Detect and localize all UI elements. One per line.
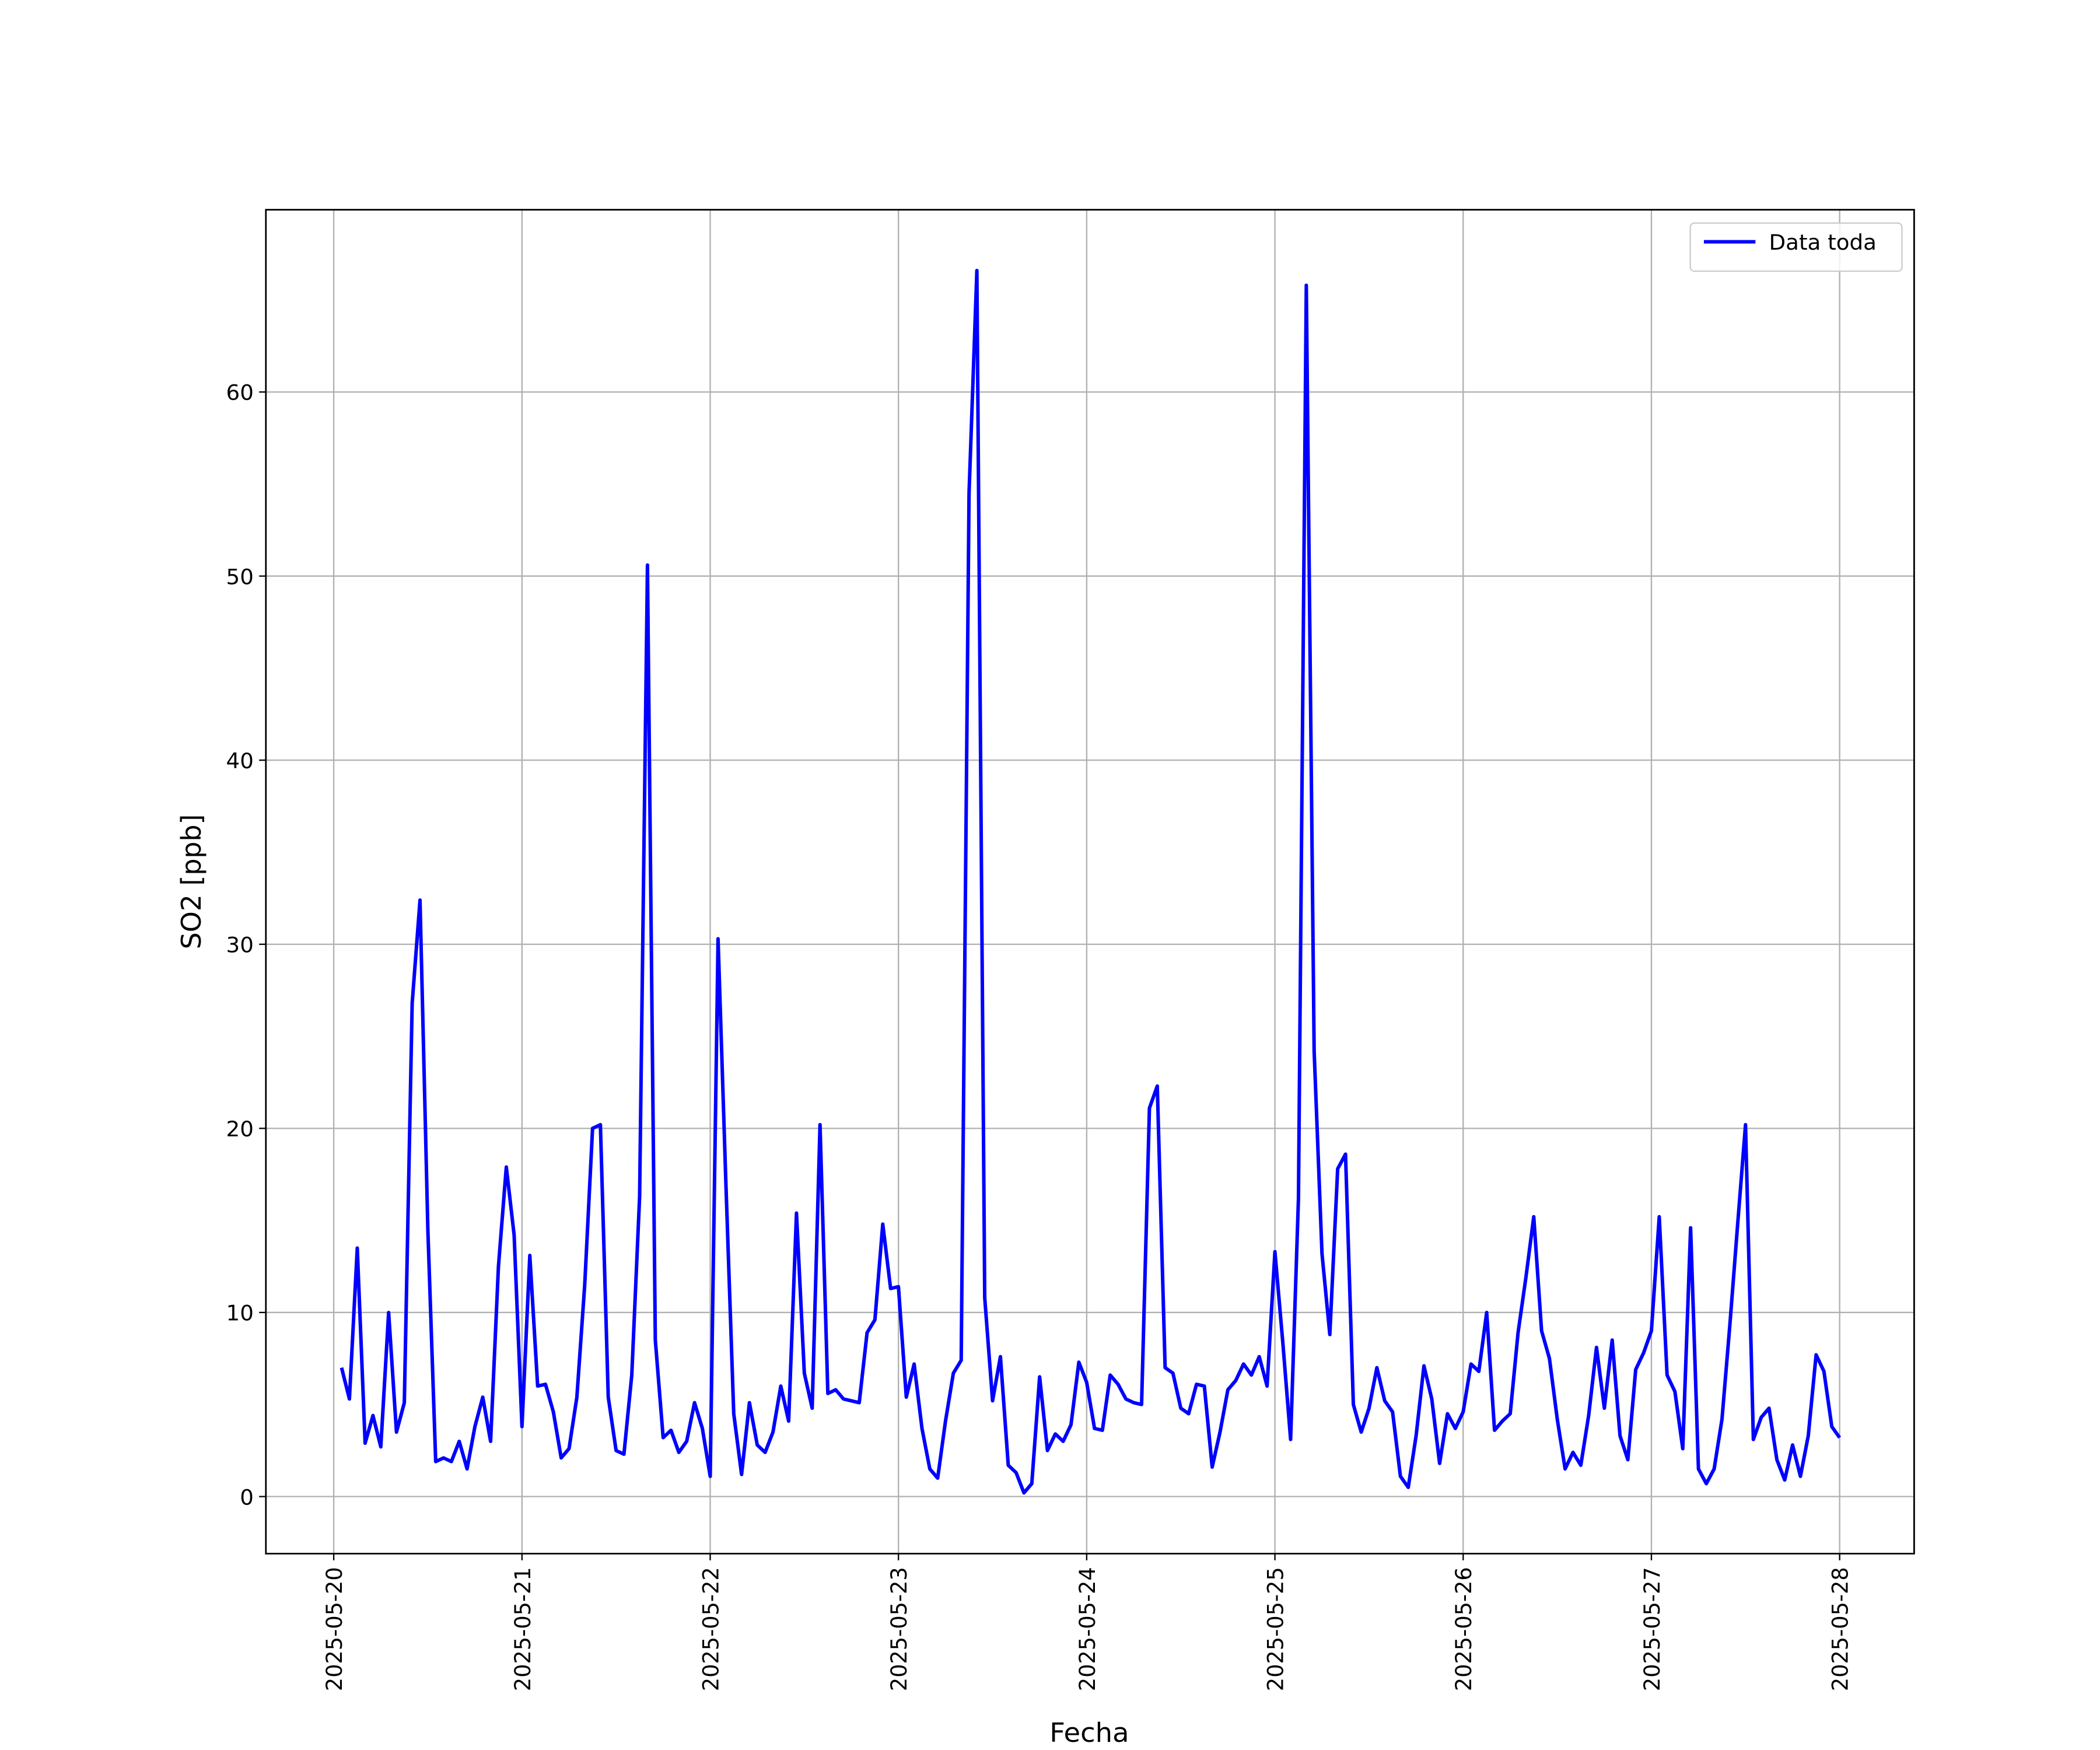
grid [265, 209, 1915, 1554]
plot-lines [340, 268, 1842, 1495]
data-line [340, 268, 1842, 1495]
x-tick-label: 2025-05-28 [1828, 1567, 1853, 1691]
x-tick-label: 2025-05-20 [322, 1567, 347, 1691]
y-tick-label: 30 [226, 933, 254, 958]
x-tick-label: 2025-05-25 [1263, 1567, 1288, 1691]
x-tick-label: 2025-05-26 [1451, 1567, 1476, 1691]
x-tick-label: 2025-05-21 [510, 1567, 536, 1691]
x-tick-label: 2025-05-22 [698, 1567, 723, 1691]
x-tick-label: 2025-05-27 [1640, 1567, 1665, 1691]
ticks: 0 10 20 30 40 50 60 2025-05-20 2025-05-21 2025-05… [226, 380, 1853, 1691]
x-axis-label: Fecha [1049, 1717, 1129, 1749]
y-tick-label: 20 [226, 1116, 254, 1142]
legend-label: Data toda [1769, 230, 1877, 256]
y-tick-label: 50 [226, 565, 254, 590]
legend: Data toda [1689, 222, 1903, 272]
y-tick-label: 10 [226, 1301, 254, 1326]
plot-frame [265, 209, 1915, 1555]
y-tick-label: 40 [226, 748, 254, 774]
y-tick-label: 0 [240, 1485, 254, 1510]
x-tick-label: 2025-05-23 [887, 1567, 912, 1691]
legend-box [1689, 222, 1903, 272]
x-tick-label: 2025-05-24 [1075, 1567, 1100, 1691]
y-axis-label: SO2 [ppb] [176, 814, 207, 950]
y-tick-label: 60 [226, 380, 254, 405]
